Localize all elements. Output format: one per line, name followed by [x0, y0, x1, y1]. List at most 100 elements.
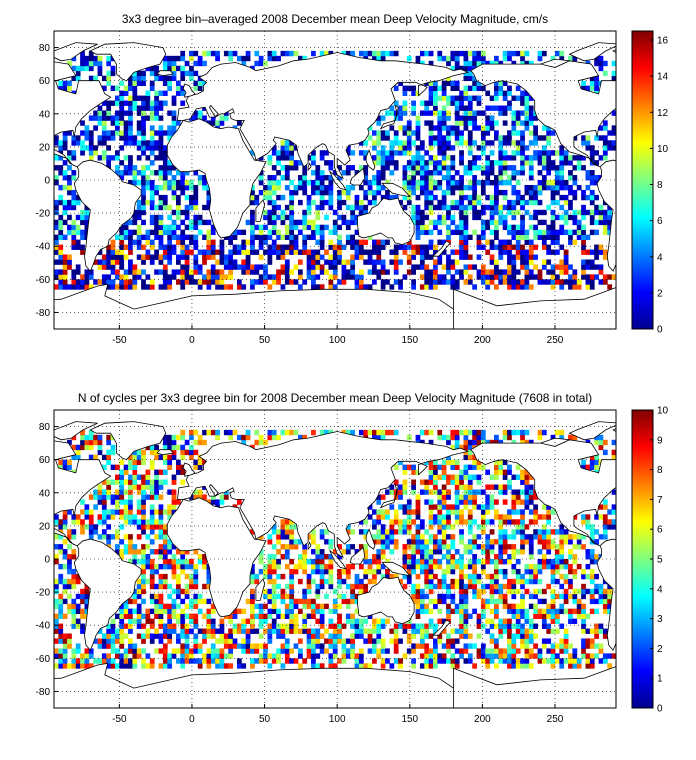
heatmap-cell: [75, 135, 81, 141]
heatmap-cell: [114, 95, 120, 101]
heatmap-cell: [71, 239, 77, 245]
heatmap-cell: [411, 130, 416, 136]
heatmap-cell: [293, 613, 299, 619]
heatmap-cell: [358, 279, 364, 285]
heatmap-cell: [319, 603, 325, 610]
heatmap-cell: [428, 663, 434, 669]
heatmap-cell: [446, 648, 451, 654]
heatmap-cell: [141, 494, 146, 500]
heatmap-cell: [206, 568, 212, 575]
heatmap-cell: [58, 165, 64, 171]
heatmap-cell: [141, 80, 146, 87]
heatmap-cell: [84, 603, 90, 610]
heatmap-cell: [210, 658, 216, 664]
heatmap-cell: [385, 269, 390, 275]
heatmap-cell: [228, 633, 234, 639]
heatmap-cell: [472, 110, 477, 116]
heatmap-cell: [533, 130, 538, 136]
heatmap-cell: [210, 229, 216, 236]
heatmap-cell: [54, 623, 59, 629]
heatmap-cell: [450, 504, 456, 510]
heatmap-cell: [350, 653, 356, 659]
heatmap-cell: [162, 145, 168, 151]
heatmap-cell: [306, 588, 312, 595]
heatmap-cell: [293, 603, 299, 610]
heatmap-cell: [141, 524, 146, 530]
heatmap-cell: [215, 658, 220, 664]
heatmap-cell: [232, 229, 238, 236]
heatmap-cell: [363, 165, 369, 171]
heatmap-cell: [297, 598, 303, 605]
heatmap-cell: [498, 514, 504, 520]
heatmap-cell: [311, 199, 316, 206]
heatmap-cell: [594, 249, 599, 255]
heatmap-cell: [454, 110, 460, 116]
heatmap-cell: [189, 563, 194, 570]
heatmap-cell: [520, 55, 525, 62]
heatmap-cell: [228, 259, 234, 265]
heatmap-cell: [463, 449, 469, 456]
heatmap-cell: [402, 623, 408, 629]
heatmap-cell: [398, 459, 403, 466]
heatmap-cell: [284, 165, 290, 171]
heatmap-cell: [75, 444, 81, 451]
heatmap-cell: [498, 249, 504, 255]
heatmap-cell: [585, 279, 591, 285]
heatmap-cell: [520, 100, 525, 106]
heatmap-cell: [302, 544, 308, 550]
heatmap-cell: [419, 100, 425, 106]
heatmap-cell: [528, 249, 534, 255]
heatmap-cell: [389, 155, 395, 161]
heatmap-cell: [345, 603, 351, 610]
heatmap-cell: [245, 55, 251, 62]
heatmap-cell: [498, 180, 504, 186]
heatmap-cell: [171, 648, 177, 654]
heatmap-cell: [489, 484, 495, 490]
heatmap-cell: [472, 264, 477, 270]
colorbar-tick-label: 12: [657, 108, 669, 119]
heatmap-cell: [158, 623, 164, 629]
heatmap-cell: [311, 170, 316, 176]
heatmap-cell: [149, 80, 155, 87]
heatmap-cell: [189, 573, 194, 580]
heatmap-cell: [289, 578, 295, 585]
heatmap-cell: [450, 175, 456, 181]
heatmap-cell: [128, 499, 133, 505]
heatmap-cell: [306, 194, 312, 201]
heatmap-cell: [550, 284, 556, 290]
heatmap-cell: [62, 643, 68, 649]
heatmap-cell: [171, 65, 177, 72]
heatmap-cell: [302, 554, 308, 560]
heatmap-cell: [472, 544, 477, 550]
heatmap-cell: [284, 638, 290, 644]
heatmap-cell: [446, 549, 451, 555]
heatmap-cell: [128, 170, 133, 176]
heatmap-cell: [520, 663, 525, 669]
heatmap-cell: [158, 544, 164, 550]
heatmap-cell: [559, 155, 565, 161]
heatmap-cell: [128, 115, 133, 121]
heatmap-cell: [128, 514, 133, 520]
heatmap-cell: [258, 239, 264, 245]
heatmap-cell: [97, 60, 103, 67]
heatmap-cell: [467, 439, 473, 446]
heatmap-cell: [250, 628, 255, 634]
heatmap-cell: [223, 429, 229, 436]
heatmap-cell: [236, 249, 242, 255]
heatmap-cell: [158, 479, 164, 485]
heatmap-cell: [441, 539, 447, 545]
heatmap-cell: [363, 554, 369, 560]
heatmap-cell: [58, 279, 64, 285]
heatmap-cell: [328, 623, 334, 629]
heatmap-cell: [380, 638, 386, 644]
heatmap-cell: [502, 120, 508, 126]
heatmap-cell: [171, 474, 177, 480]
heatmap-cell: [184, 194, 190, 201]
heatmap-cell: [228, 429, 234, 436]
heatmap-cell: [419, 244, 425, 250]
heatmap-cell: [175, 434, 181, 441]
heatmap-cell: [467, 145, 473, 151]
heatmap-cell: [494, 648, 499, 654]
heatmap-cell: [533, 115, 538, 121]
